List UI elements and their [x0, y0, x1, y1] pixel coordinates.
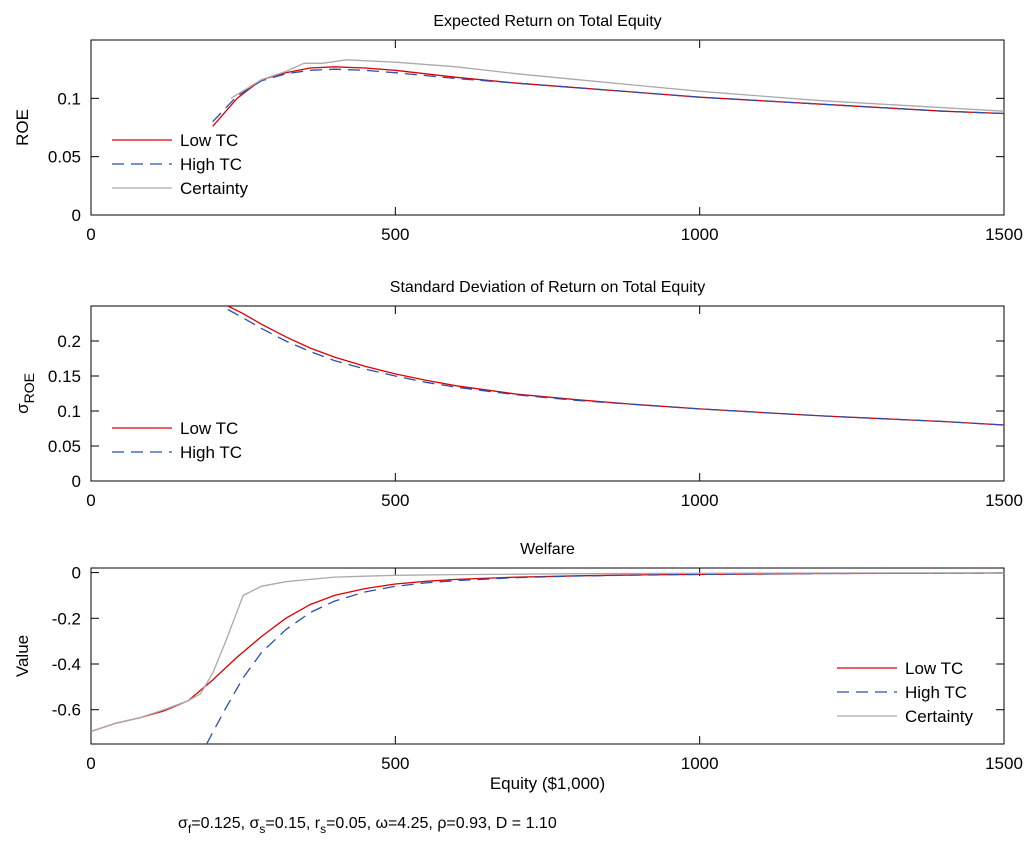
y-tick-label: 0	[72, 206, 81, 225]
series-line-low-tc	[212, 66, 1004, 127]
series-line-low-tc	[227, 306, 1004, 426]
y-tick-label: 0.1	[57, 402, 81, 421]
x-tick-label: 1500	[985, 491, 1023, 510]
legend-label: Low TC	[180, 419, 238, 438]
x-tick-label: 0	[86, 225, 95, 244]
y-tick-label: 0.05	[48, 148, 81, 167]
axes-box	[90, 39, 1005, 216]
legend-label: Low TC	[180, 131, 238, 150]
axes-box	[90, 567, 1005, 745]
y-tick-label: -0.2	[52, 609, 81, 628]
axes-box	[90, 305, 1005, 482]
y-axis-label: σROE	[13, 373, 37, 414]
y-tick-label: 0	[72, 472, 81, 491]
x-tick-label: 0	[86, 754, 95, 773]
roe-panel: 0 500 1000 1500 0 0.05 0.1 Expected Return on T…	[13, 13, 1023, 244]
y-tick-label: 0.2	[57, 332, 81, 351]
legend: Low TC High TC Certainty	[112, 131, 249, 198]
x-tick-label: 500	[381, 491, 409, 510]
y-tick-label: 0.15	[48, 367, 81, 386]
series-line-certainty	[230, 59, 1004, 112]
x-tick-label: 1000	[681, 225, 719, 244]
series-line-low-tc	[91, 572, 1004, 733]
series-line-high-tc	[212, 68, 1004, 123]
panel-title: Standard Deviation of Return on Total Eq…	[390, 279, 705, 296]
y-tick-label: 0	[72, 564, 81, 583]
legend-label: Certainty	[180, 179, 249, 198]
legend-label: Certainty	[905, 707, 974, 726]
x-tick-label: 500	[381, 754, 409, 773]
x-tick-label: 1000	[681, 491, 719, 510]
legend-label: Low TC	[905, 659, 963, 678]
legend-label: High TC	[180, 443, 242, 462]
x-tick-label: 1000	[681, 754, 719, 773]
x-tick-label: 500	[381, 225, 409, 244]
panel-title: Welfare	[520, 541, 575, 558]
legend-label: High TC	[905, 683, 967, 702]
sigma-roe-panel: 0 500 1000 1500 0 0.05 0.1 0.15 0.2 Standard Devi…	[13, 279, 1023, 510]
x-axis-label: Equity ($1,000)	[490, 774, 605, 793]
parameter-footnote: σf=0.125, σs=0.15, rs=0.05, ω=4.25, ρ=0.…	[178, 815, 557, 836]
y-tick-label: -0.6	[52, 701, 81, 720]
legend: Low TC High TC Certainty	[837, 659, 974, 726]
y-axis-label: ROE	[13, 109, 32, 146]
series-line-high-tc	[206, 572, 1004, 744]
legend-label: High TC	[180, 155, 242, 174]
y-tick-label: 0.05	[48, 437, 81, 456]
legend: Low TC High TC	[112, 419, 242, 462]
panel-title: Expected Return on Total Equity	[433, 13, 661, 30]
y-tick-label: -0.4	[52, 655, 81, 674]
welfare-panel: 0 500 1000 1500 -0.6 -0.4 -0.2 0 Welfare Value Equ…	[13, 541, 1023, 793]
series-line-high-tc	[227, 308, 1004, 426]
series-line-certainty	[91, 572, 1004, 733]
y-axis-label: Value	[13, 635, 32, 677]
x-tick-label: 1500	[985, 754, 1023, 773]
x-tick-label: 0	[86, 491, 95, 510]
y-tick-label: 0.1	[57, 89, 81, 108]
x-tick-label: 1500	[985, 225, 1023, 244]
